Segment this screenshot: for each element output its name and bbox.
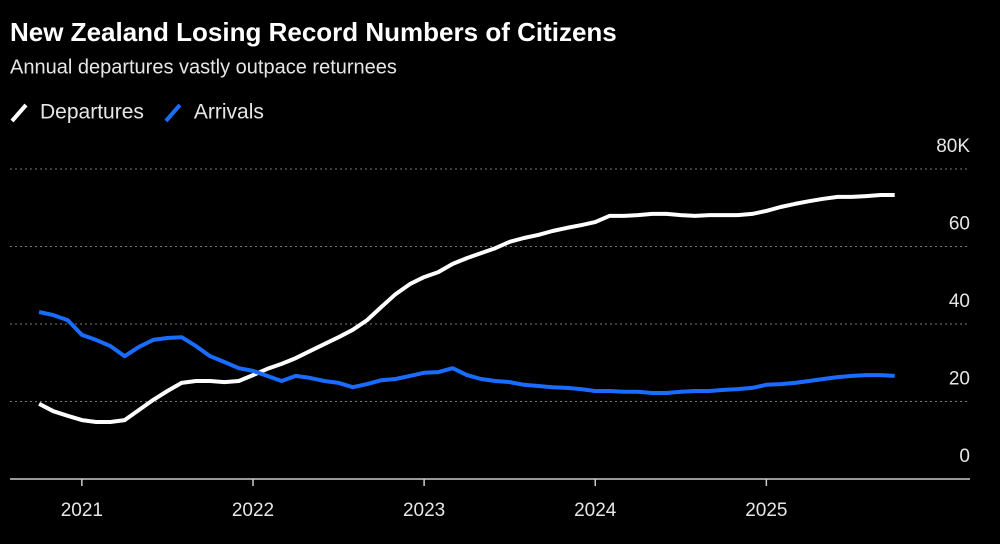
- legend-swatch: [164, 103, 182, 123]
- y-tick-label: 0: [959, 446, 970, 467]
- x-tick-label: 2022: [232, 500, 274, 521]
- data-line: [38, 310, 895, 395]
- legend-label: Arrivals: [194, 101, 264, 124]
- y-tick-label: 60: [949, 214, 970, 235]
- chart-subtitle: Annual departures vastly outpace returne…: [10, 56, 397, 78]
- x-tick-label: 2025: [745, 500, 787, 521]
- legend-label: Departures: [40, 101, 144, 124]
- y-tick-label: 80K: [936, 136, 970, 157]
- legend-swatch: [10, 103, 28, 123]
- data-line: [38, 193, 895, 424]
- y-tick-label: 20: [949, 369, 970, 390]
- x-tick-label: 2024: [574, 500, 617, 521]
- x-tick-label: 2023: [403, 500, 445, 521]
- x-tick-label: 2021: [61, 500, 103, 521]
- y-tick-label: 40: [949, 291, 970, 312]
- chart-title: New Zealand Losing Record Numbers of Cit…: [10, 17, 617, 47]
